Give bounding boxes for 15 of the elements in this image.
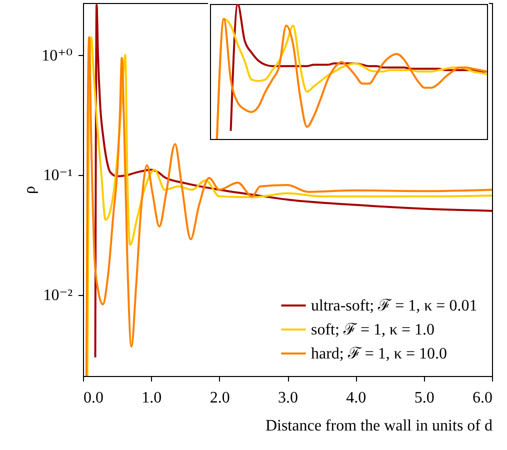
y-tick-label: 10⁻²	[43, 287, 73, 304]
legend-label: soft; ℱ = 1, κ = 1.0	[311, 322, 435, 338]
x-tick-label: 5.0	[414, 390, 434, 406]
x-tick-label: 6.0	[472, 390, 492, 406]
y-tick-label: 10⁻¹	[43, 167, 73, 184]
legend-label: ultra-soft; ℱ = 1, κ = 0.01	[311, 298, 478, 314]
y-tick-label: 10⁺⁰	[42, 47, 72, 64]
x-tick-label: 2.0	[210, 390, 230, 406]
x-tick-label: 3.0	[278, 390, 298, 406]
legend-label: hard; ℱ = 1, κ = 10.0	[311, 346, 447, 362]
x-axis-title: Distance from the wall in units of d	[265, 418, 492, 434]
x-tick-label: 0.0	[84, 390, 104, 406]
y-axis-title: ρ	[22, 186, 39, 194]
x-tick-label: 1.0	[142, 390, 162, 406]
x-tick-label: 4.0	[346, 390, 366, 406]
